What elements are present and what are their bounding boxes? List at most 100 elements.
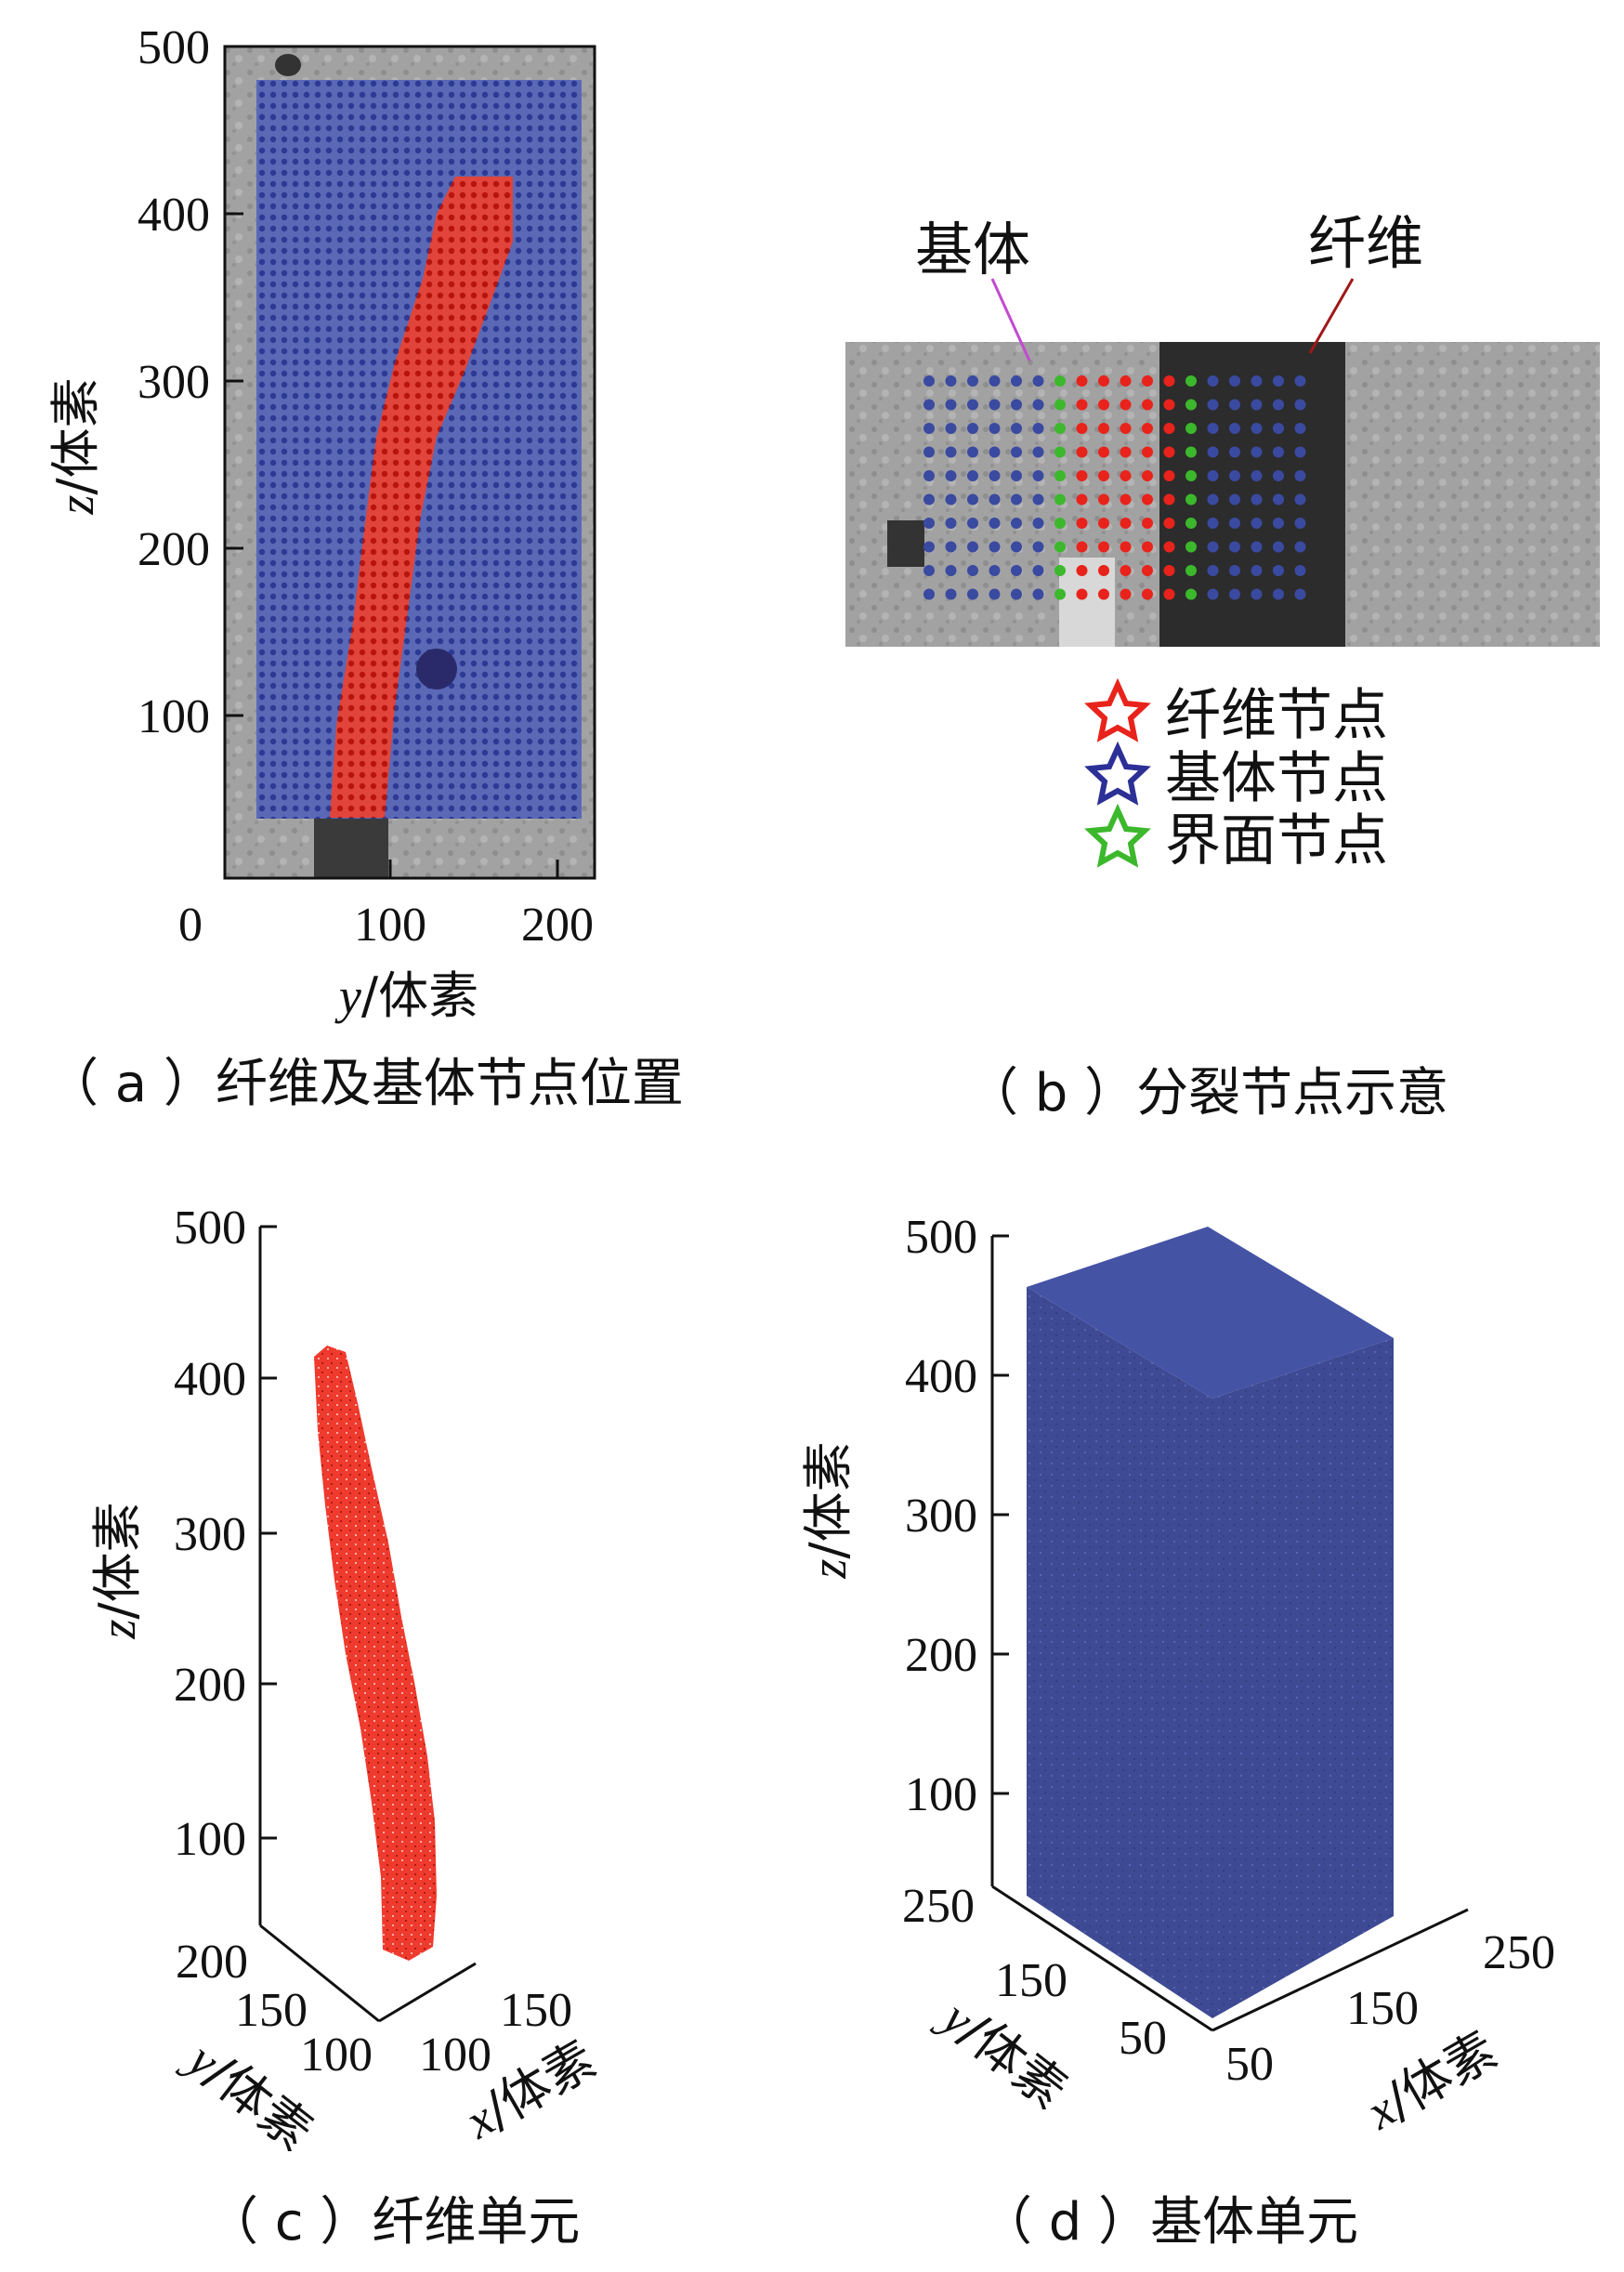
- panel-b-node: [1142, 423, 1153, 434]
- panel-d-ytick: 50: [1119, 2012, 1167, 2065]
- panel-b-node: [967, 588, 978, 600]
- panel-b-node: [923, 588, 935, 600]
- panel-b-node: [1142, 541, 1153, 553]
- panel-b-node: [1120, 518, 1132, 529]
- panel-b-node: [1120, 470, 1132, 481]
- panel-b-node: [1294, 446, 1306, 458]
- legend-label: 界面节点: [1165, 808, 1388, 873]
- panel-b-node: [1054, 399, 1066, 411]
- panel-b-matrix-leader: [990, 278, 1031, 361]
- panel-b-node: [1273, 446, 1284, 458]
- panel-b-node: [989, 518, 1001, 529]
- panel-b-node: [1273, 423, 1284, 434]
- panel-b-node: [1142, 565, 1153, 576]
- panel-b-node: [1185, 518, 1197, 529]
- panel-b-node: [1229, 518, 1240, 529]
- panel-b-node: [1185, 375, 1197, 387]
- panel-b-node: [1163, 375, 1175, 387]
- panel-c-ztick: 500: [174, 1202, 246, 1254]
- panel-c-ztick: 400: [174, 1353, 246, 1406]
- panel-c-ytick: 200: [176, 1936, 248, 1989]
- panel-b-node: [923, 446, 935, 458]
- panel-b-node: [1207, 588, 1219, 600]
- panel-b-node: [1011, 423, 1022, 434]
- panel-b-node: [923, 399, 935, 411]
- panel-b-node: [1076, 423, 1088, 434]
- panel-b-node: [967, 518, 978, 529]
- panel-b-node: [1076, 493, 1088, 506]
- star-icon: [1084, 803, 1151, 868]
- panel-d-ytick: 250: [902, 1880, 975, 1933]
- panel-b-label-matrix: 基体: [915, 216, 1030, 283]
- panel-d-matrix-top-face: [1027, 1227, 1394, 1399]
- panel-d-ztick: 100: [905, 1768, 977, 1821]
- panel-d-ztick: 200: [905, 1629, 977, 1682]
- panel-a-ct-dark-spot: [275, 54, 301, 76]
- panel-a-ylabel: z/体素: [46, 377, 105, 515]
- panel-b-node: [1273, 588, 1284, 600]
- panel-b-node: [1054, 518, 1066, 529]
- panel-b-node: [1098, 423, 1109, 434]
- panel-b-node: [989, 565, 1001, 576]
- panel-b-node: [1142, 493, 1153, 506]
- panel-b-node: [1011, 446, 1022, 458]
- legend-item-matrix: 基体节点: [1084, 741, 1388, 811]
- panel-b-ct-fiber-dark: [1159, 342, 1345, 647]
- panel-b-node: [989, 423, 1001, 434]
- panel-b-node: [1054, 493, 1066, 506]
- panel-d-zlabel: z/体素: [799, 1441, 858, 1579]
- panel-b-node: [1185, 470, 1197, 481]
- panel-b-node: [1229, 375, 1240, 387]
- panel-b-node: [1207, 565, 1219, 576]
- panel-b-node: [967, 493, 978, 506]
- panel-b-node: [1185, 423, 1197, 434]
- panel-a-ytick: 500: [138, 21, 210, 74]
- panel-b-node: [945, 565, 957, 576]
- panel-b-node: [1251, 423, 1263, 434]
- panel-b-node: [967, 470, 978, 481]
- panel-b-node: [967, 399, 978, 411]
- panel-b-node: [1032, 375, 1044, 387]
- panel-b-node: [1076, 565, 1088, 576]
- panel-a-ytick: 100: [138, 690, 210, 743]
- panel-b-node: [967, 565, 978, 576]
- panel-a-x-axis: 0 100 200: [178, 860, 594, 952]
- panel-b-node: [1142, 470, 1153, 481]
- panel-b-node: [1273, 399, 1284, 411]
- panel-b-node: [1142, 588, 1153, 600]
- panel-b-node: [1207, 399, 1219, 411]
- panel-a-ytick: 400: [138, 189, 210, 242]
- panel-b-node: [1120, 375, 1132, 387]
- panel-b-node: [1294, 470, 1306, 481]
- panel-a-ct-dark-base: [314, 818, 388, 878]
- panel-c: 500 400 300 200 100 200 150 100 100 150 …: [88, 1202, 606, 2252]
- panel-b-node: [1229, 588, 1240, 600]
- panel-b-node: [923, 493, 935, 506]
- panel-b-node: [1011, 493, 1022, 506]
- panel-b-node: [1011, 518, 1022, 529]
- panel-d-z-ticks: 500 400 300 200 100: [905, 1211, 977, 1821]
- panel-b-node: [945, 470, 957, 481]
- panel-b-node: [923, 423, 935, 434]
- panel-b-node: [1076, 470, 1088, 481]
- panel-d-axes: [990, 1234, 1469, 2032]
- panel-b-node: [1098, 541, 1109, 553]
- star-icon: [1084, 741, 1151, 806]
- panel-b-node: [1120, 423, 1132, 434]
- panel-b-node: [1142, 375, 1153, 387]
- panel-b-node: [1098, 565, 1109, 576]
- panel-b-fiber-leader: [1308, 278, 1355, 354]
- panel-b-ct-dark-spot: [887, 520, 924, 567]
- panel-b-node: [989, 470, 1001, 481]
- panel-d-ztick: 500: [905, 1211, 977, 1264]
- panel-b-node: [1229, 470, 1240, 481]
- panel-c-ytick: 100: [300, 2029, 373, 2082]
- panel-d-xtick: 250: [1483, 1926, 1555, 1979]
- panel-b-node: [1032, 423, 1044, 434]
- panel-b-node: [1251, 493, 1263, 506]
- panel-b-node: [945, 518, 957, 529]
- panel-b-node: [1163, 565, 1175, 576]
- panel-b-node: [1229, 541, 1240, 553]
- panel-d-xlabel: x/体素: [1356, 2020, 1506, 2141]
